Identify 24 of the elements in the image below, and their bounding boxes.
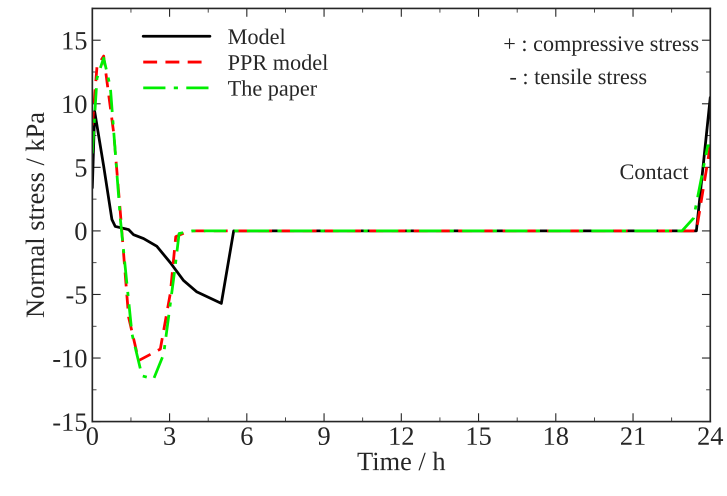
legend-label: The paper [228, 80, 317, 100]
y-tick-label: 10 [63, 95, 86, 114]
y-tick-label: -5 [66, 286, 86, 304]
x-axis-title: Time / h [358, 452, 446, 470]
y-tick-label: 15 [63, 32, 86, 50]
y-tick-label: -10 [53, 350, 86, 368]
legend-label: PPR model [228, 54, 328, 70]
annotation: Contact [620, 164, 689, 180]
x-tick-label: 6 [241, 427, 253, 446]
y-axis-title: Normal stress / kPa [26, 112, 44, 318]
x-tick-label: 3 [164, 427, 176, 446]
legend-label: Model [228, 28, 286, 44]
y-tick-label: -15 [53, 413, 86, 432]
y-tick-label: 0 [75, 222, 86, 240]
x-tick-label: 15 [468, 427, 491, 446]
annotation: - : tensile stress [510, 68, 646, 84]
x-tick-label: 0 [86, 427, 98, 446]
x-tick-label: 21 [621, 427, 645, 445]
x-tick-label: 12 [390, 427, 414, 445]
x-tick-label: 9 [318, 427, 330, 446]
x-tick-label: 24 [698, 427, 724, 445]
y-tick-label: 5 [76, 159, 86, 177]
x-tick-label: 18 [544, 427, 568, 446]
annotation: + : compressive stress [504, 36, 698, 56]
